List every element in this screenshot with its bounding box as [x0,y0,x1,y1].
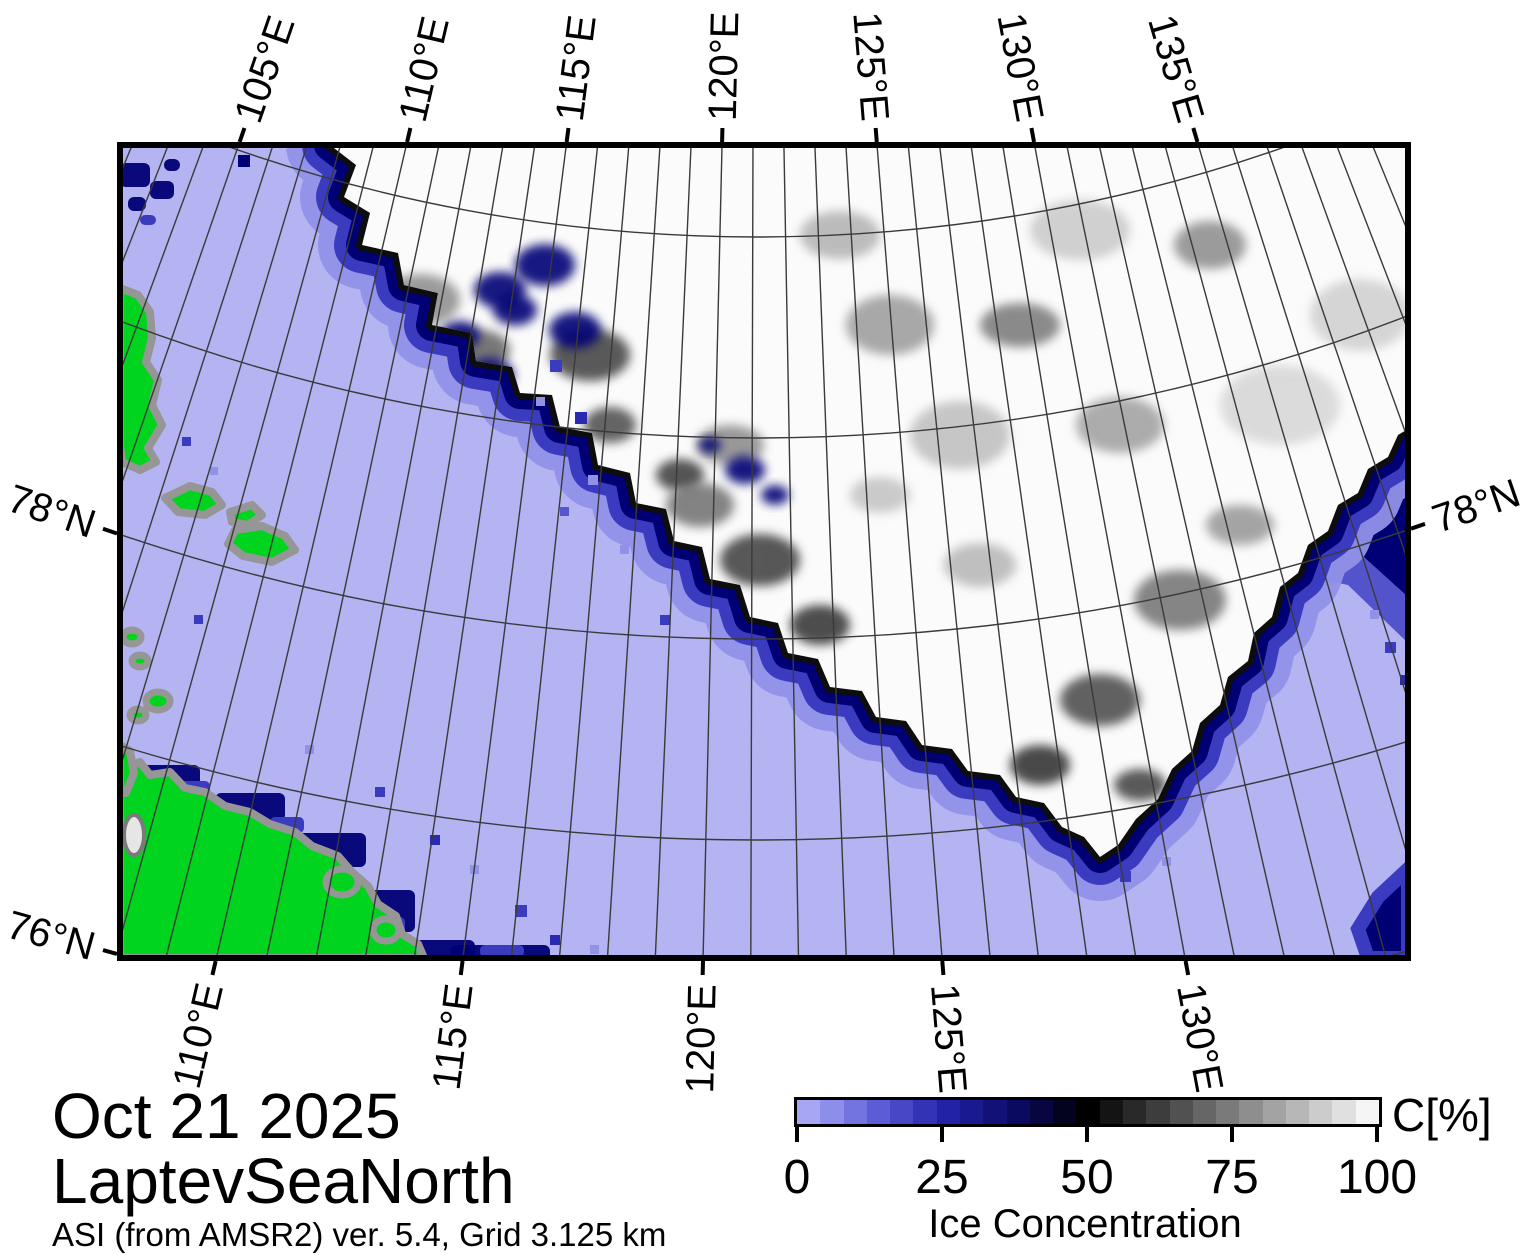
ice-speck [575,412,587,424]
ice-open-pocket [549,312,601,348]
small-island [146,692,170,710]
top-tick [407,128,410,142]
ice-fringe-blob [164,159,180,171]
right-tick [1411,524,1425,529]
ice-gray-patch [1174,221,1246,269]
ice-gray-patch [1310,279,1410,351]
longitude-label-top: 135°E [1139,10,1212,127]
bottom-tick [461,961,463,975]
ice-speck [550,935,560,945]
ice-speck [182,437,191,446]
longitude-label-top: 125°E [844,10,897,123]
ice-speck [210,467,218,475]
small-island [373,919,399,941]
map-content [0,0,1528,1041]
longitude-label-top: 120°E [701,11,748,121]
ice-gray-patch [720,534,800,586]
ice-gray-patch [1114,769,1166,801]
bottom-tick [942,961,943,975]
meridian-line [0,135,136,968]
ice-speck [375,787,385,797]
map-source-info: ASI (from AMSR2) ver. 5.4, Grid 3.125 km [52,1215,666,1255]
longitude-label-bottom: 120°E [678,983,725,1093]
ice-speck [590,945,599,954]
small-island [123,630,141,644]
ice-speck [550,360,562,372]
ice-speck [588,475,598,485]
ice-speck [560,507,569,516]
longitude-label-top: 110°E [391,12,458,126]
latitude-label-left: 78°N [2,477,101,547]
ice-gray-patch [1060,674,1140,726]
ice-open-pocket [725,456,765,484]
ice-fringe-blob [120,163,150,187]
ice-open-pocket [699,437,721,452]
ice-gray-patch [1220,365,1340,445]
longitude-label-bottom: 110°E [165,979,232,1093]
top-tick [240,128,245,142]
fast-ice-patch [124,815,144,855]
ice-gray-patch [850,477,910,513]
map-region-name: LaptevSeaNorth [52,1149,666,1213]
ice-gray-patch [980,303,1060,347]
island [230,505,262,525]
top-tick [876,128,877,142]
meridian-line [0,135,63,968]
ice-open-pocket [515,244,575,286]
ice-fringe-blob [140,215,156,225]
ice-open-pocket [761,485,789,505]
map-date: Oct 21 2025 [52,1083,666,1149]
small-island [130,709,146,721]
title-block: Oct 21 2025 LaptevSeaNorth ASI (from AMS… [52,1083,666,1255]
left-tick [103,950,117,954]
bottom-tick [1186,961,1189,975]
ice-gray-patch [944,543,1016,587]
longitude-label-top: 130°E [988,9,1051,125]
longitude-label-top: 115°E [548,13,605,124]
top-tick [1031,128,1034,142]
longitude-label-bottom: 130°E [1168,980,1231,1096]
island [165,486,222,515]
latitude-label-right: 78°N [1427,471,1526,542]
latitude-label-left: 76°N [2,903,100,969]
bottom-tick [212,961,215,975]
longitude-label-bottom: 115°E [425,981,482,1092]
longitude-label-top: 105°E [226,10,303,128]
ice-open-pocket [493,295,537,326]
ice-gray-patch [910,401,1010,469]
ice-speck [1370,610,1379,619]
ice-speck [238,155,250,167]
meridian-line [1404,135,1528,968]
ice-speck [536,397,545,406]
longitude-label-bottom: 125°E [922,982,975,1095]
small-island [132,655,148,667]
left-tick [103,529,117,534]
top-tick [567,128,569,142]
ice-speck [194,615,203,624]
ice-speck [660,615,670,625]
ice-speck [620,545,629,554]
top-tick [1193,128,1197,142]
meridian-line [0,135,100,968]
